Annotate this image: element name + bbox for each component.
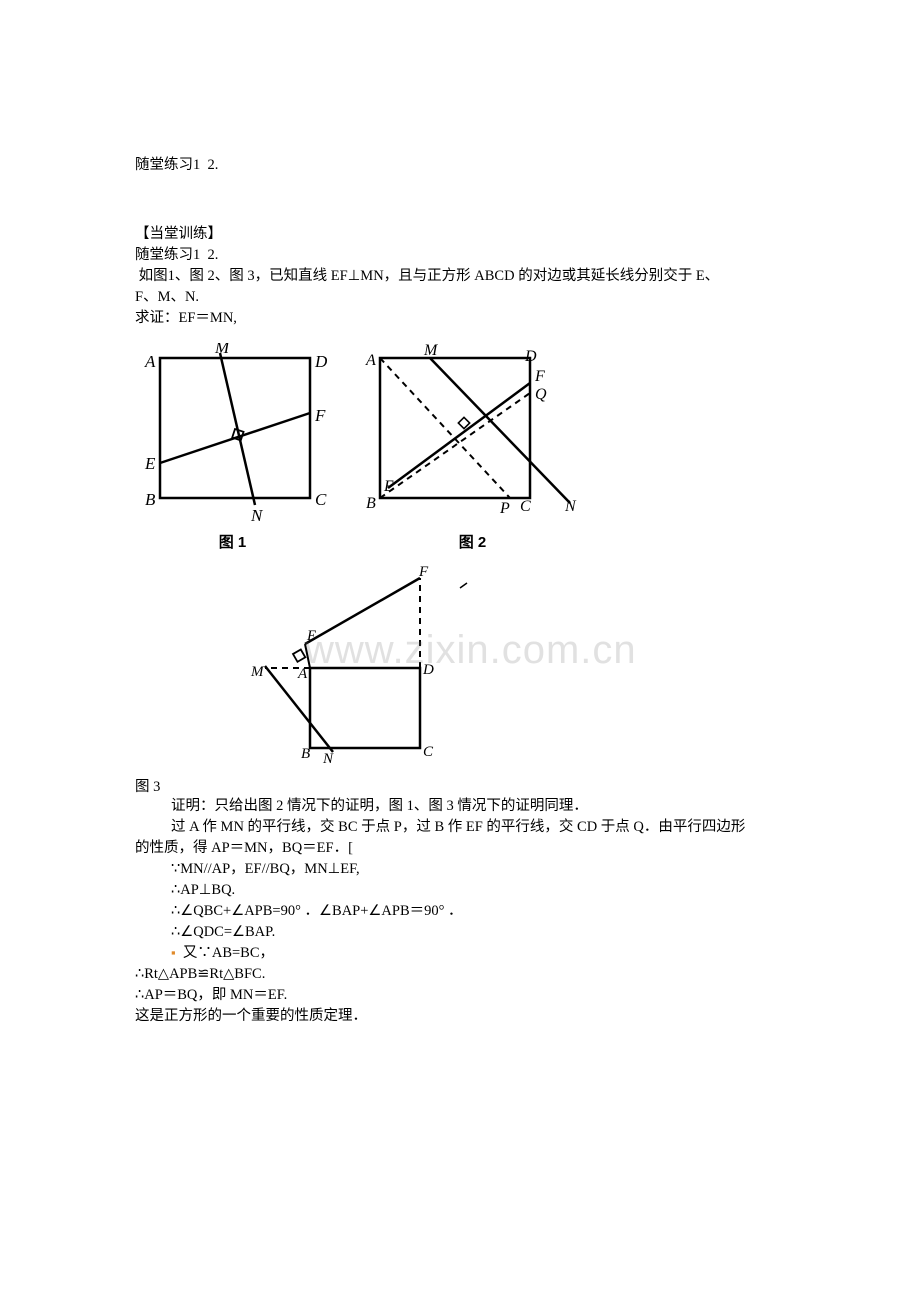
label-N: N xyxy=(250,506,264,523)
label2-P: P xyxy=(499,500,510,517)
figure-2-caption: 图 2 xyxy=(459,531,487,552)
label3-N: N xyxy=(322,751,334,767)
figure-3-caption: 图 3 xyxy=(135,775,790,796)
label2-Q: Q xyxy=(535,386,547,403)
label-A: A xyxy=(144,352,156,371)
label3-B: B xyxy=(301,746,310,762)
proof-p6: ∴∠QDC=∠BAP. xyxy=(135,922,790,943)
proof-p2a: 过 A 作 MN 的平行线，交 BC 于点 P，过 B 作 EF 的平行线，交 … xyxy=(135,817,790,838)
label2-C: C xyxy=(520,498,531,515)
section-title: 【当堂训练】 xyxy=(135,224,790,245)
proof-p7-text: 又∵AB=BC， xyxy=(183,945,274,961)
proof-p5: ∴∠QBC+∠APB=90° ．∠BAP+∠APB＝90° ． xyxy=(135,901,790,922)
label2-F: F xyxy=(534,368,545,385)
label2-B: B xyxy=(366,495,376,512)
proof-p8: ∴Rt△APB≌Rt△BFC. xyxy=(135,964,790,985)
problem-text-1: 如图1、图 2、图 3，已知直线 EF⊥MN，且与正方形 ABCD 的对边或其延… xyxy=(135,268,719,284)
proof-p10: 这是正方形的一个重要的性质定理． xyxy=(135,1006,790,1027)
figure-3-wrap: A B C D E F M N www.zixin.com.cn 图 3 xyxy=(135,558,790,796)
section-line2: 随堂练习1 2. xyxy=(135,245,790,266)
figure-2-svg: A B C D E F Q M N P xyxy=(360,343,585,523)
label3-D: D xyxy=(422,662,434,678)
proof-p2b: 的性质，得 AP＝MN，BQ＝EF．[ xyxy=(135,838,790,859)
label-C: C xyxy=(315,490,327,509)
label3-F: F xyxy=(418,564,429,580)
label-D: D xyxy=(314,352,328,371)
label2-E: E xyxy=(383,478,394,495)
figure-3-svg: A B C D E F M N xyxy=(215,558,490,768)
figure-1-caption: 图 1 xyxy=(219,531,247,552)
proof-p9: ∴AP＝BQ，即 MN＝EF. xyxy=(135,985,790,1006)
label2-D: D xyxy=(524,348,537,365)
label-M: M xyxy=(214,343,230,357)
label3-A: A xyxy=(297,666,308,682)
proof-p7: ▪ 又∵AB=BC， xyxy=(135,943,790,964)
problem-line-3: 求证：EF＝MN, xyxy=(135,308,790,329)
label2-N: N xyxy=(564,498,577,515)
label2-M: M xyxy=(423,343,439,359)
figure-1-svg: A B C D E F M N xyxy=(135,343,330,523)
proof-p4: ∴AP⊥BQ. xyxy=(135,880,790,901)
label3-E: E xyxy=(306,628,316,644)
label3-M: M xyxy=(250,664,265,680)
problem-line-1: 如图1、图 2、图 3，已知直线 EF⊥MN，且与正方形 ABCD 的对边或其延… xyxy=(135,266,790,287)
label-E: E xyxy=(144,454,156,473)
label-B: B xyxy=(145,490,156,509)
label2-A: A xyxy=(365,352,376,369)
header-line: 随堂练习1 2. xyxy=(135,155,790,176)
problem-line-2: F、M、N. xyxy=(135,287,790,308)
figure-1: A B C D E F M N 图 1 xyxy=(135,343,330,552)
figure-2: A B C D E F Q M N P 图 2 xyxy=(360,343,585,552)
proof-p3: ∵MN//AP，EF//BQ，MN⊥EF, xyxy=(135,859,790,880)
figures-row-1: A B C D E F M N 图 1 xyxy=(135,343,790,552)
proof-p1: 证明：只给出图 2 情况下的证明，图 1、图 3 情况下的证明同理． xyxy=(135,796,790,817)
label-F: F xyxy=(314,406,326,425)
orange-marker: ▪ xyxy=(171,945,176,960)
label3-C: C xyxy=(423,744,434,760)
